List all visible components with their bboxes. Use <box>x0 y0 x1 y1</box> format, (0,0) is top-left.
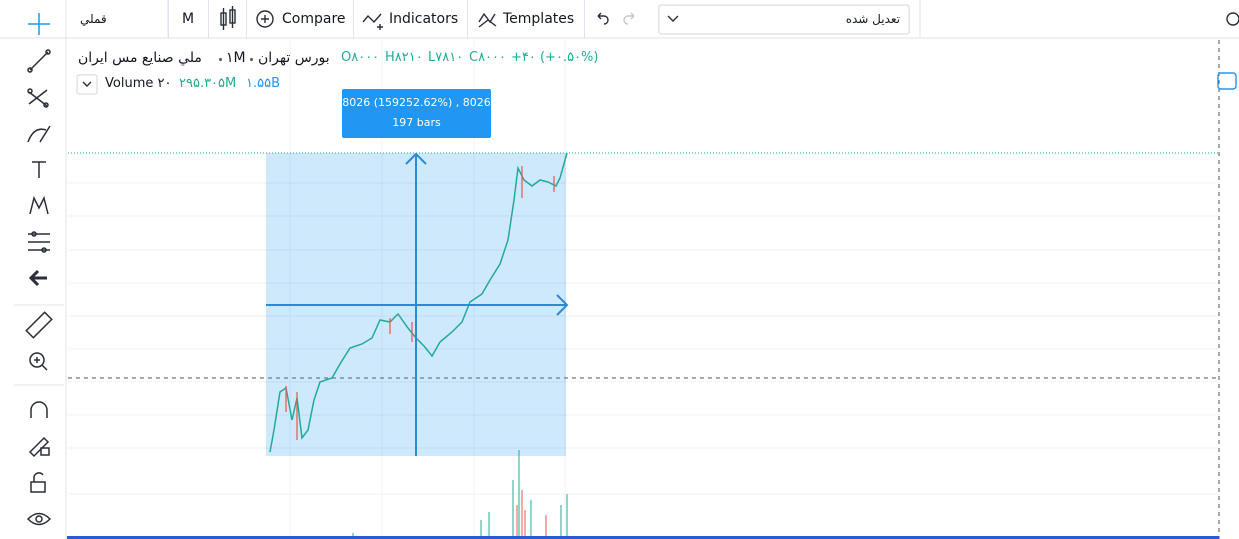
exchange-name: بورس تهران <box>258 50 330 66</box>
left-toolbar <box>0 0 66 539</box>
collapse-button[interactable] <box>76 74 98 95</box>
volume-label: Volume ۲۰ <box>105 76 172 91</box>
legend-interval: ۱M <box>226 50 246 66</box>
separator <box>168 0 169 38</box>
volume-bars <box>352 450 568 539</box>
zoom-tool[interactable] <box>29 352 48 371</box>
text-tool[interactable] <box>32 161 46 178</box>
grid <box>68 40 1219 539</box>
visibility-tool[interactable] <box>26 512 52 526</box>
compare-button[interactable]: Compare <box>282 11 346 27</box>
lock-draw-tool[interactable] <box>28 436 50 458</box>
settings-button[interactable] <box>1226 12 1239 26</box>
tooltip-line: 8026 (159252.62%) , 8026 <box>342 96 491 109</box>
bottom-bar <box>67 536 1219 539</box>
change-value: +۴۰ (+۰.۵۰%) <box>511 50 599 65</box>
compare-icon[interactable] <box>256 10 274 28</box>
separator <box>584 0 585 38</box>
magnet-tool[interactable] <box>30 401 48 418</box>
templates-icon[interactable] <box>478 12 497 28</box>
separator <box>467 0 468 38</box>
volume-value: ۲۹۵.۳۰۵M <box>179 76 237 91</box>
tooltip-line: 197 bars <box>392 116 441 129</box>
volume-ma: ۱.۵۵B <box>246 76 280 91</box>
lock-tool[interactable] <box>30 472 46 493</box>
scale-button[interactable] <box>1217 72 1237 90</box>
tooltip-text: 8026 (159252.62%) , 8026 197 bars <box>342 93 491 133</box>
pattern-tool[interactable] <box>29 195 49 215</box>
symbol-button[interactable]: قملي <box>80 12 107 26</box>
adjustment-value[interactable]: تعدیل شده <box>845 12 900 26</box>
trendline-tool[interactable] <box>27 49 51 73</box>
close-value: C۸۰۰۰ <box>469 50 507 65</box>
templates-button[interactable]: Templates <box>503 11 575 27</box>
symbol-name: ملي صنايع مس ايران <box>78 50 202 66</box>
select-chevron <box>667 15 679 22</box>
open-value: O۸۰۰۰ <box>341 50 380 65</box>
high-value: H۸۲۱۰ <box>385 50 423 65</box>
separator-dot <box>219 58 222 61</box>
redo-button[interactable] <box>623 12 635 25</box>
separator <box>208 0 209 38</box>
undo-button[interactable] <box>597 12 609 25</box>
prediction-tool[interactable] <box>28 231 50 253</box>
crosshair-tool[interactable] <box>28 13 50 35</box>
interval-button[interactable]: M <box>182 11 195 27</box>
low-value: L۷۸۱۰ <box>428 50 464 65</box>
ruler-tool[interactable] <box>25 311 53 339</box>
adjustment-select[interactable] <box>658 4 910 35</box>
down-candles <box>285 166 555 440</box>
indicators-icon[interactable] <box>362 13 383 30</box>
separator <box>353 0 354 38</box>
collapse-chevron <box>82 81 92 87</box>
back-tool[interactable] <box>28 269 47 287</box>
chart-type-button[interactable] <box>220 6 236 30</box>
fib-tool[interactable] <box>27 88 49 108</box>
indicators-button[interactable]: Indicators <box>389 11 459 27</box>
measure-tooltip <box>342 89 491 138</box>
measure-arrows <box>266 152 569 456</box>
separator <box>246 0 247 38</box>
separator-dot <box>250 58 253 61</box>
brush-tool[interactable] <box>27 125 51 143</box>
